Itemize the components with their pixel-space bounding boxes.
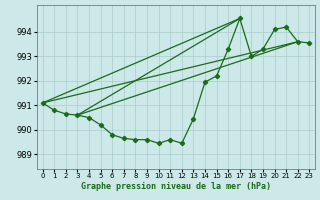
X-axis label: Graphe pression niveau de la mer (hPa): Graphe pression niveau de la mer (hPa) <box>81 182 271 191</box>
